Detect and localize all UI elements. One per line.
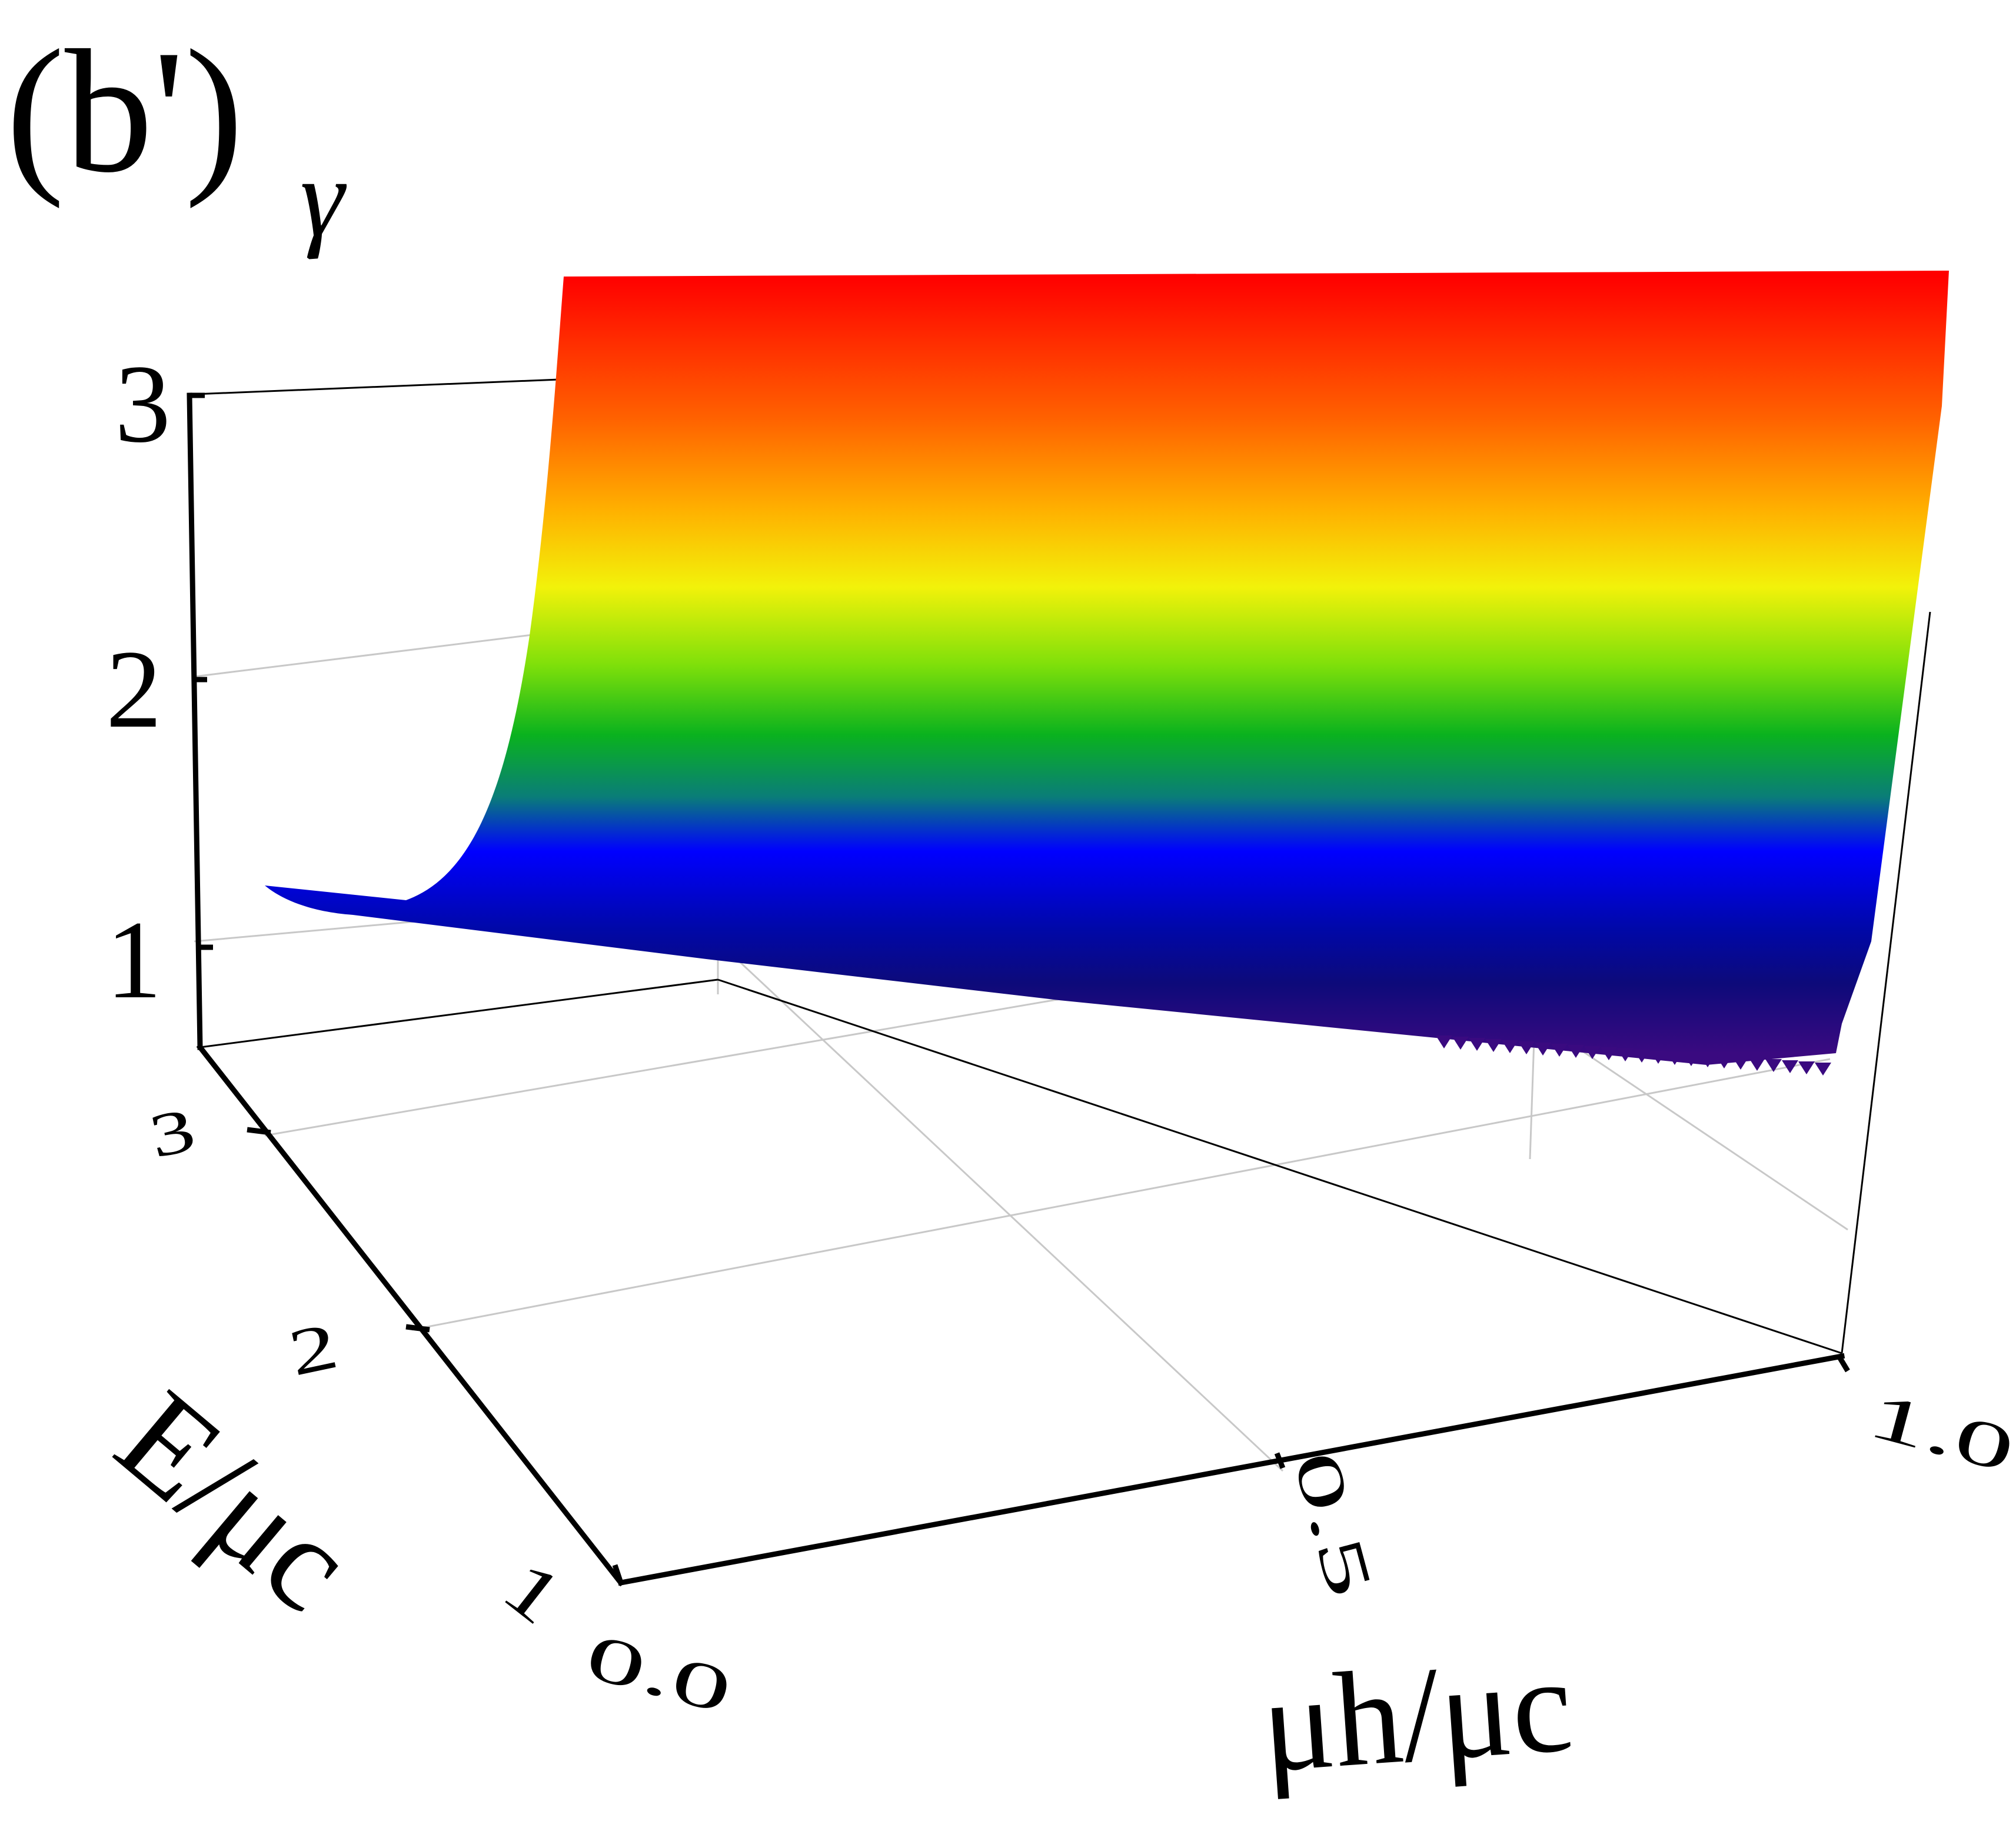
surface-edge-fringe — [1699, 1054, 1716, 1067]
x-tick-label: 0.0 — [578, 1620, 739, 1727]
surface-edge-fringe — [1666, 1052, 1683, 1065]
surface-edge-fringe — [1502, 1040, 1518, 1053]
surface-edge-fringe — [1716, 1056, 1732, 1068]
y-tick-label: 1 — [488, 1544, 578, 1640]
surface-edge-fringe — [1568, 1045, 1584, 1058]
surface-edge-fringe — [1765, 1059, 1782, 1072]
x-tick-label: 1.0 — [1861, 1379, 2016, 1486]
tick-mark — [247, 1127, 271, 1136]
main-axes — [187, 392, 1845, 1587]
surface-edge-fringe — [1683, 1053, 1699, 1066]
tick-mark — [405, 1324, 430, 1333]
x-tick-label: 0.5 — [1280, 1444, 1388, 1604]
y-tick-label: 2 — [282, 1309, 344, 1390]
surface-edge-fringe — [1732, 1057, 1749, 1070]
x-axis-line — [617, 1353, 1845, 1586]
z-tick-label: 3 — [115, 342, 171, 466]
z-tick-labels: 3 2 1 — [106, 342, 171, 1022]
surface-edge-fringe — [1436, 1036, 1452, 1048]
z-axis-title: γ — [300, 137, 347, 260]
y-tick-label: 3 — [144, 1096, 201, 1171]
surface-edge-fringe — [1551, 1044, 1568, 1057]
surface-edge-fringe — [1617, 1048, 1634, 1061]
surface-edge-fringe — [1782, 1060, 1798, 1073]
surface-edge-fringe — [1535, 1043, 1551, 1056]
gamma-surface — [265, 271, 1949, 1076]
tick-mark — [1274, 1452, 1286, 1469]
surface-edge-fringe — [1815, 1063, 1831, 1076]
surface-edge-fringe — [1601, 1047, 1617, 1060]
surface-edge-fringe — [1584, 1046, 1601, 1059]
panel-label: (b') — [6, 14, 244, 209]
surface-edge-fringe — [1650, 1051, 1666, 1064]
tick-mark — [612, 1564, 624, 1584]
surface-edge-fringe — [1452, 1037, 1469, 1050]
x-axis-title: μh/μc — [1257, 1629, 1577, 1800]
surface-edge-fringe — [1485, 1039, 1502, 1052]
surface-edge-fringe — [1469, 1038, 1485, 1051]
y-axis-title: E/μc — [90, 1362, 380, 1640]
surface-edge-fringe — [1634, 1050, 1650, 1063]
box-edges — [194, 378, 1931, 1354]
z-tick-label: 2 — [106, 628, 162, 751]
y-axis-line — [196, 1043, 625, 1587]
tick-mark — [1837, 1354, 1850, 1373]
surface-edge-fringe — [1518, 1041, 1535, 1054]
z-axis-line — [187, 392, 203, 1050]
tick-marks — [189, 392, 1850, 1584]
z-tick-label: 1 — [106, 898, 162, 1022]
surface-edge-fringe — [1798, 1061, 1815, 1074]
surface-edge-fringe — [1749, 1058, 1765, 1071]
